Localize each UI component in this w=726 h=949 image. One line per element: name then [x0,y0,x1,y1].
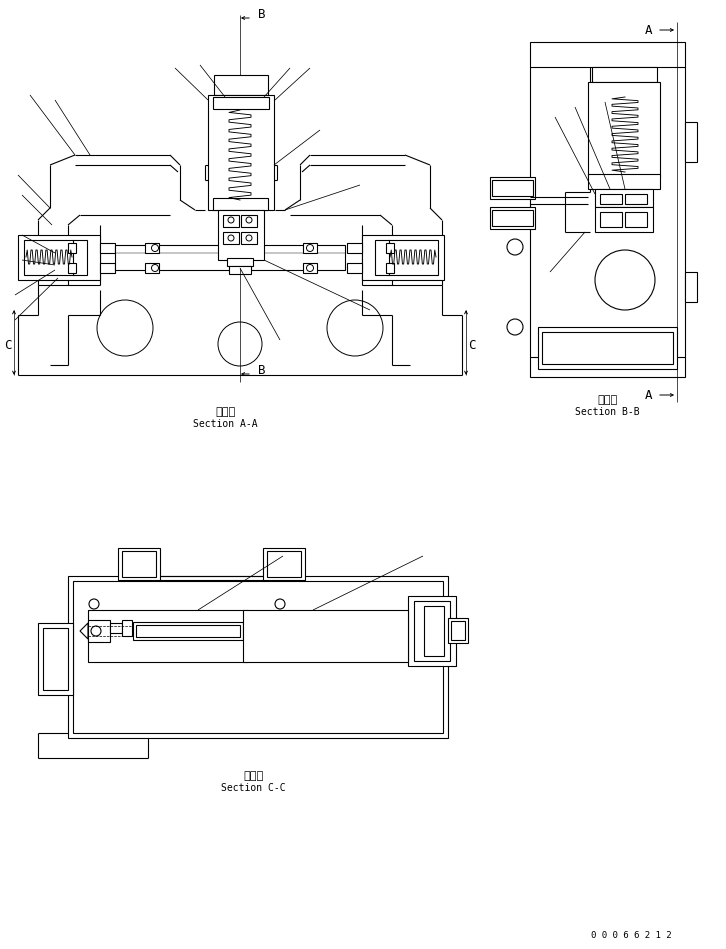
Bar [347,243,362,253]
Bar [424,606,444,656]
Circle shape [97,300,153,356]
Bar [227,258,253,266]
Bar [118,548,160,580]
Bar [213,198,268,210]
Circle shape [595,250,655,310]
Circle shape [275,599,285,609]
Bar [600,212,622,227]
Bar [73,581,443,733]
Bar [18,235,100,280]
Bar [208,95,274,210]
Polygon shape [80,623,88,639]
Circle shape [306,265,314,271]
Circle shape [507,239,523,255]
Circle shape [152,265,158,271]
Bar [414,601,450,661]
Circle shape [91,626,101,636]
Bar [625,212,647,227]
Bar [88,620,110,642]
Text: C: C [4,339,12,351]
Text: 断　面: 断 面 [243,771,263,781]
Bar [68,243,76,253]
Text: 0 0 0 6 6 2 1 2: 0 0 0 6 6 2 1 2 [592,931,672,940]
Bar [490,177,535,199]
Bar [88,610,248,662]
Bar [110,623,122,633]
Text: B: B [258,8,266,21]
Bar [263,548,305,580]
Circle shape [228,217,234,223]
Circle shape [246,235,252,241]
Bar [303,263,317,273]
Text: Section B-B: Section B-B [575,407,640,417]
Bar [386,263,394,273]
Bar [214,75,268,95]
Bar [490,207,535,229]
Bar [347,263,362,273]
Bar [451,621,465,640]
Circle shape [152,245,158,251]
Text: A: A [645,388,653,401]
Bar [492,180,533,196]
Bar [542,332,673,364]
Bar [600,194,622,204]
Bar [68,576,448,738]
Text: Section A-A: Section A-A [192,419,257,429]
Circle shape [228,235,234,241]
Bar [145,243,159,253]
Bar [588,82,660,177]
Bar [115,245,345,270]
Text: A: A [645,24,653,36]
Circle shape [218,322,262,366]
Bar [100,263,115,273]
Bar [388,240,438,275]
Bar [133,622,243,640]
Text: Section C-C: Section C-C [221,783,285,793]
Circle shape [306,245,314,251]
Bar [38,623,73,695]
Bar [145,263,159,273]
Bar [538,327,677,369]
Bar [303,243,317,253]
Bar [218,210,264,260]
Bar [362,235,444,280]
Text: B: B [258,363,266,377]
Bar [595,189,653,207]
Bar [386,243,394,253]
Bar [229,266,251,274]
Bar [122,551,156,577]
Bar [241,215,257,227]
Bar [448,618,468,643]
Bar [73,240,87,275]
Circle shape [246,217,252,223]
Bar [241,232,257,244]
Bar [408,596,456,666]
Bar [100,243,115,253]
Bar [685,122,697,162]
Bar [492,210,533,226]
Bar [223,215,239,227]
Bar [136,625,240,637]
Circle shape [507,319,523,335]
Bar [243,610,408,662]
Bar [530,42,685,377]
Text: C: C [468,339,476,351]
Bar [375,240,389,275]
Bar [213,97,269,109]
Text: 断　面: 断 面 [215,407,235,417]
Bar [592,67,657,82]
Bar [588,174,660,189]
Bar [68,263,76,273]
Circle shape [89,599,99,609]
Bar [223,232,239,244]
Text: 断　面: 断 面 [597,395,617,405]
Bar [595,207,653,232]
Bar [122,620,132,636]
Bar [267,551,301,577]
Bar [625,194,647,204]
Bar [43,628,68,690]
Bar [685,272,697,302]
Circle shape [327,300,383,356]
Bar [24,240,74,275]
